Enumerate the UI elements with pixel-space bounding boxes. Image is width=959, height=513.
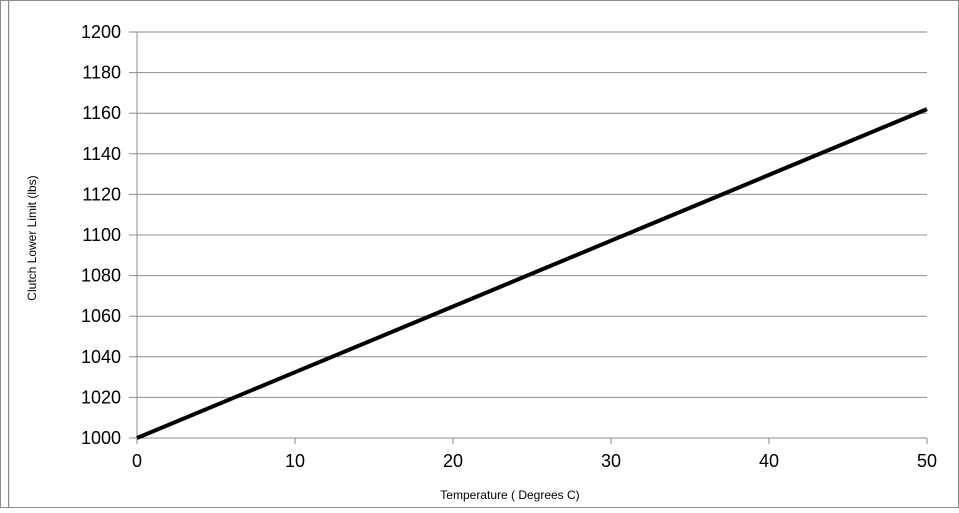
axes	[129, 31, 928, 444]
y-tick-label: 1060	[81, 306, 121, 326]
y-tick-label: 1120	[82, 184, 121, 204]
y-tick-label: 1100	[82, 225, 121, 245]
y-tick-label: 1180	[82, 63, 121, 83]
y-tick-label: 1160	[82, 103, 121, 123]
y-tick-labels: 1000 1020 1040 1060 1080 1100 1120 1140 1160 1180…	[81, 22, 121, 448]
y-axis-label: Clutch Lower Limit (lbs)	[25, 175, 39, 300]
y-tick-label: 1200	[81, 22, 121, 42]
x-tick-label: 20	[443, 451, 463, 471]
x-tick-label: 50	[917, 451, 937, 471]
series-line	[136, 107, 928, 440]
left-edge-line	[8, 0, 10, 508]
y-tick-label: 1000	[81, 428, 121, 448]
x-tick-label: 10	[285, 451, 305, 471]
x-tick-labels: 0 10 20 30 40 50	[132, 451, 937, 471]
x-tick-label: 40	[759, 451, 779, 471]
x-tick-label: 30	[601, 451, 621, 471]
x-axis-label: Temperature ( Degrees C)	[440, 488, 579, 502]
x-tick-label: 0	[132, 451, 142, 471]
series-group	[136, 107, 928, 440]
y-tick-label: 1140	[82, 144, 121, 164]
gridlines	[137, 31, 927, 398]
y-tick-label: 1040	[81, 347, 121, 367]
y-tick-label: 1020	[81, 387, 121, 407]
y-tick-label: 1080	[81, 266, 121, 286]
